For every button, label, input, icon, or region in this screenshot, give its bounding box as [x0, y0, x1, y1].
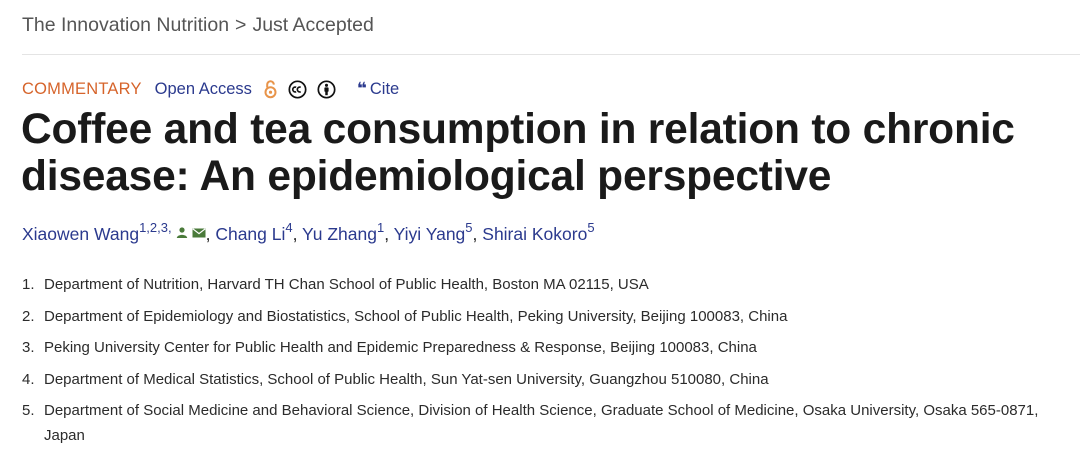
breadcrumb-journal-link[interactable]: The Innovation Nutrition — [22, 14, 230, 36]
author-affiliation-marks: 1,2,3, — [139, 220, 172, 236]
author-separator: , — [205, 224, 216, 244]
affiliation-text: Department of Medical Statistics, School… — [44, 370, 769, 388]
header-divider — [22, 54, 1080, 55]
author-affiliation-marks: 1 — [376, 220, 385, 236]
cite-button-label: Cite — [369, 79, 400, 98]
creative-commons-icon[interactable] — [288, 79, 307, 99]
person-icon[interactable] — [176, 222, 188, 243]
affiliation-number: 5. — [22, 402, 35, 419]
author-link[interactable]: Yiyi Yang5 — [393, 221, 473, 244]
open-access-link[interactable]: Open Access — [154, 79, 252, 98]
affiliation-number: 1. — [22, 276, 35, 293]
author-affiliation-marks: 4 — [285, 220, 293, 236]
author-separator: , — [292, 224, 303, 244]
author-link[interactable]: Yu Zhang1 — [302, 221, 384, 244]
email-icon[interactable] — [192, 222, 206, 243]
affiliation-number: 2. — [22, 307, 35, 325]
breadcrumb-section-link[interactable]: Just Accepted — [252, 14, 374, 36]
article-meta-row: COMMENTARY Open Access ❝ Cite — [22, 78, 399, 100]
author-link[interactable]: Chang Li4 — [215, 221, 292, 244]
corresponding-author-icons — [176, 222, 206, 243]
author-link[interactable]: Shirai Kokoro5 — [482, 221, 594, 244]
affiliation-item: 5. Department of Social Medicine and Beha… — [22, 398, 1062, 448]
affiliation-text: Peking University Center for Public Heal… — [44, 339, 757, 356]
affiliation-number: 3. — [22, 339, 35, 356]
cc-by-attribution-icon[interactable] — [317, 79, 336, 99]
quote-icon: ❝ — [356, 78, 367, 99]
affiliation-list: 1. Department of Nutrition, Harvard TH Ch… — [22, 272, 1062, 455]
author-name: Shirai Kokoro — [482, 224, 588, 244]
affiliation-text: Department of Nutrition, Harvard TH Chan… — [44, 276, 649, 293]
affiliation-item: 1. Department of Nutrition, Harvard TH Ch… — [22, 272, 1062, 297]
author-name: Xiaowen Wang — [22, 224, 140, 244]
cite-button[interactable]: ❝ Cite — [357, 80, 399, 99]
author-list: Xiaowen Wang1,2,3, , Chang Li4, Yu Zhang… — [22, 221, 595, 246]
article-type-label: COMMENTARY — [22, 79, 142, 98]
article-title: Coffee and tea consumption in relation t… — [21, 106, 1015, 200]
author-name: Yiyi Yang — [393, 224, 466, 244]
affiliation-number: 4. — [22, 370, 35, 388]
affiliation-item: 2. Department of Epidemiology and Biostat… — [22, 304, 1062, 329]
breadcrumb-separator: > — [235, 14, 247, 36]
affiliation-item: 3. Peking University Center for Public He… — [22, 335, 1062, 360]
affiliation-text: Department of Social Medicine and Behavi… — [44, 402, 1039, 444]
author-link[interactable]: Xiaowen Wang1,2,3, — [22, 221, 172, 244]
author-affiliation-marks: 5 — [465, 220, 473, 236]
author-name: Yu Zhang — [302, 224, 377, 244]
open-access-lock-icon[interactable] — [264, 79, 277, 99]
author-name: Chang Li — [215, 224, 286, 244]
author-affiliation-marks: 5 — [587, 220, 595, 236]
affiliation-item: 4. Department of Medical Statistics, Scho… — [22, 367, 1062, 392]
author-separator: , — [472, 224, 483, 244]
author-separator: , — [384, 224, 394, 244]
breadcrumb: The Innovation Nutrition > Just Accepted — [22, 14, 374, 37]
affiliation-text: Department of Epidemiology and Biostatis… — [44, 307, 788, 325]
